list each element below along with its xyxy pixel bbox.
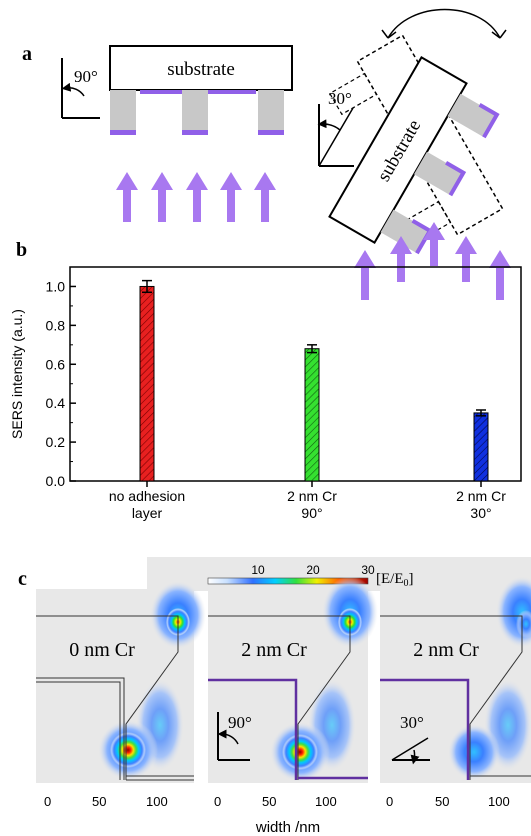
x-category-label-2: 2 nm Cr 30° — [456, 488, 506, 521]
y-tick-label: 0.4 — [46, 395, 66, 411]
tick-50-c: 50 — [435, 794, 449, 809]
simulation-2nm-30: 2 nm Cr 30° — [380, 576, 531, 783]
x-category-label-1: 2 nm Cr 90° — [287, 488, 337, 521]
colorbar: 10 20 30 [E/E0] — [207, 563, 414, 589]
panel-b-label: b — [16, 239, 27, 261]
simulation-2nm-90: 2 nm Cr 90° — [208, 576, 378, 783]
sim-3-angle: 30° — [400, 713, 424, 732]
substrate-left — [109, 45, 293, 91]
x-axis-categories: no adhesion layer 2 nm Cr 90° 2 nm Cr 30° — [109, 488, 506, 521]
angle-30-label: 30° — [328, 89, 352, 108]
panel-c: c 10 20 30 [E/E0] 0 nm Cr — [18, 557, 531, 836]
sim-3-label: 2 nm Cr — [413, 639, 479, 661]
y-tick-label: 0.6 — [46, 356, 66, 372]
bar-2 — [473, 412, 489, 482]
sim-2-label: 2 nm Cr — [241, 639, 307, 661]
panel-a: a substrate 90° — [22, 8, 511, 300]
y-axis: 0.0 0.2 0.4 0.6 0.8 1.0 — [46, 278, 76, 489]
sim-1-label: 0 nm Cr — [69, 639, 135, 661]
colorbar-tick-30: 30 — [361, 563, 375, 577]
colorbar-unit: [E/E0] — [376, 571, 414, 589]
panel-b: b 0.0 0.2 0.4 0.6 0.8 1.0 SERS intensity (a.u… — [9, 239, 522, 521]
x-category-label-0: no adhesion layer — [109, 488, 185, 521]
plot-frame — [69, 266, 522, 482]
y-tick-label: 1.0 — [46, 278, 66, 294]
schematic-90: substrate 90° — [61, 45, 293, 222]
pillar-2 — [182, 90, 208, 134]
tick-100-a: 100 — [146, 794, 168, 809]
angle-90-label: 90° — [74, 67, 98, 86]
sim-x-label: width /nm — [255, 819, 320, 836]
bar-1 — [304, 348, 320, 482]
light-arrows-left — [116, 172, 276, 222]
pillar-3 — [258, 90, 284, 134]
panel-c-label: c — [18, 568, 27, 590]
y-axis-label: SERS intensity (a.u.) — [9, 309, 25, 439]
tick-0-a: 0 — [44, 794, 51, 809]
y-tick-label: 0.8 — [46, 317, 66, 333]
sim-2-angle: 90° — [228, 713, 252, 732]
pillar-1 — [110, 90, 136, 134]
bar-0 — [139, 285, 155, 482]
simulation-0nm: 0 nm Cr — [36, 581, 206, 783]
light-arrows-right — [354, 222, 511, 300]
bars — [139, 279, 489, 487]
colorbar-tick-10: 10 — [251, 563, 265, 577]
tick-100-b: 100 — [315, 794, 337, 809]
panel-a-label: a — [22, 43, 32, 65]
sim-x-ticks: 0 50 100 0 50 100 0 50 100 — [44, 794, 510, 809]
tick-0-b: 0 — [214, 794, 221, 809]
tick-50-b: 50 — [262, 794, 276, 809]
substrate-left-label: substrate — [167, 59, 235, 80]
y-tick-label: 0.0 — [46, 473, 66, 489]
colorbar-tick-20: 20 — [306, 563, 320, 577]
tick-0-c: 0 — [386, 794, 393, 809]
tick-50-a: 50 — [92, 794, 106, 809]
schematic-30: substrate 30° — [317, 8, 511, 300]
y-tick-label: 0.2 — [46, 434, 66, 450]
tick-100-c: 100 — [488, 794, 510, 809]
